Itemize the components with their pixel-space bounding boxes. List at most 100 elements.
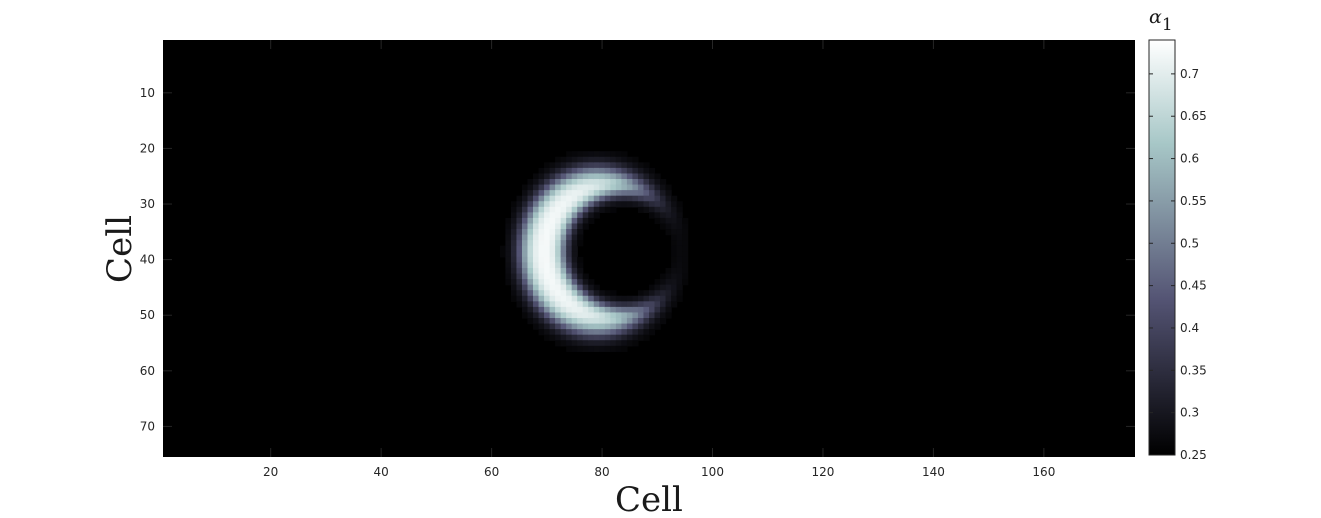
- heatmap-cell: [660, 201, 667, 208]
- heatmap-cell: [582, 284, 589, 291]
- heatmap-cell: [671, 223, 678, 230]
- heatmap-cell: [621, 195, 628, 202]
- heatmap-cell: [615, 151, 622, 158]
- heatmap-cell: [533, 245, 540, 252]
- heatmap-cell: [621, 306, 628, 314]
- heatmap-cell: [510, 223, 518, 230]
- heatmap-cell: [527, 212, 534, 219]
- heatmap-cell: [566, 251, 573, 258]
- heatmap-cell: [626, 201, 634, 208]
- heatmap-cell: [544, 279, 551, 286]
- heatmap-cell: [521, 206, 529, 213]
- heatmap-cell: [516, 217, 523, 225]
- heatmap-cell: [571, 167, 578, 175]
- heatmap-cell: [599, 195, 606, 202]
- heatmap-cell: [654, 184, 661, 191]
- heatmap-cell: [571, 301, 578, 308]
- heatmap-cell: [560, 340, 567, 347]
- heatmap-cell: [533, 251, 540, 258]
- heatmap-cell: [615, 195, 622, 202]
- heatmap-cell: [593, 284, 600, 291]
- heatmap-cell: [544, 217, 551, 225]
- heatmap-cell: [621, 184, 628, 191]
- heatmap-cell: [621, 334, 628, 341]
- heatmap-cell: [538, 251, 545, 258]
- heatmap-cell: [660, 223, 667, 230]
- colorbar-tick-label: 0.25: [1180, 448, 1207, 462]
- heatmap-cell: [555, 223, 562, 230]
- heatmap-cell: [626, 334, 634, 341]
- heatmap-cell: [588, 312, 595, 319]
- heatmap-cell: [566, 201, 573, 208]
- heatmap-cell: [566, 162, 573, 169]
- heatmap-cell: [649, 173, 656, 180]
- heatmap-cell: [621, 329, 628, 336]
- heatmap-cell: [593, 201, 600, 208]
- y-tick-label: 10: [140, 86, 155, 100]
- heatmap-cell: [560, 229, 567, 236]
- heatmap-cell: [521, 295, 529, 302]
- heatmap-cell: [676, 212, 683, 219]
- heatmap-cell: [604, 156, 611, 163]
- heatmap-cell: [577, 323, 584, 330]
- heatmap-cell: [533, 312, 540, 319]
- heatmap-cell: [505, 279, 512, 286]
- heatmap-cell: [588, 284, 595, 291]
- heatmap-cell: [626, 301, 634, 308]
- heatmap-cell: [538, 323, 545, 330]
- heatmap-cell: [571, 162, 578, 169]
- heatmap-cell: [566, 234, 573, 241]
- heatmap-cell: [527, 295, 534, 302]
- heatmap-cell: [665, 290, 672, 297]
- heatmap-cell: [637, 179, 645, 186]
- heatmap-cell: [527, 306, 534, 314]
- heatmap-cell: [544, 245, 551, 252]
- heatmap-cell: [566, 184, 573, 191]
- heatmap-cell: [555, 179, 562, 186]
- heatmap-cell: [533, 201, 540, 208]
- heatmap-cell: [560, 184, 567, 191]
- heatmap-cell: [516, 206, 523, 213]
- heatmap-cell: [649, 201, 656, 208]
- heatmap-cell: [549, 251, 556, 258]
- heatmap-cell: [588, 173, 595, 180]
- heatmap-cell: [577, 223, 584, 230]
- heatmap-cell: [593, 318, 600, 325]
- heatmap-cell: [643, 184, 650, 191]
- heatmap-cell: [555, 334, 562, 341]
- heatmap-cell: [637, 334, 645, 341]
- heatmap-cell: [577, 262, 584, 269]
- heatmap-cell: [593, 184, 600, 191]
- heatmap-cell: [682, 267, 689, 275]
- heatmap-cell: [566, 156, 573, 163]
- heatmap-cell: [649, 179, 656, 186]
- heatmap-cell: [676, 279, 683, 286]
- heatmap-cell: [654, 206, 661, 213]
- heatmap-cell: [544, 240, 551, 247]
- heatmap-cell: [621, 156, 628, 163]
- heatmap-cell: [505, 245, 512, 252]
- heatmap-cell: [621, 201, 628, 208]
- heatmap-cell: [533, 279, 540, 286]
- heatmap-cell: [621, 340, 628, 347]
- heatmap-cell: [544, 318, 551, 325]
- heatmap-cell: [571, 323, 578, 330]
- heatmap-cell: [660, 273, 667, 280]
- heatmap-cell: [577, 190, 584, 197]
- heatmap-cell: [637, 290, 645, 297]
- heatmap-cell: [610, 162, 617, 169]
- heatmap-cell: [582, 167, 589, 175]
- heatmap-cell: [615, 162, 622, 169]
- heatmap-cell: [671, 279, 678, 286]
- heatmap-cell: [643, 301, 650, 308]
- heatmap-cell: [643, 290, 650, 297]
- heatmap-cell: [604, 345, 611, 352]
- heatmap-cell: [582, 334, 589, 341]
- heatmap-cell: [566, 306, 573, 314]
- heatmap-cell: [555, 273, 562, 280]
- heatmap-cell: [671, 212, 678, 219]
- heatmap-cell: [566, 340, 573, 347]
- heatmap-cell: [615, 306, 622, 314]
- x-axis-ticks: 20 40 60 80 100 120 140 160: [263, 40, 1055, 479]
